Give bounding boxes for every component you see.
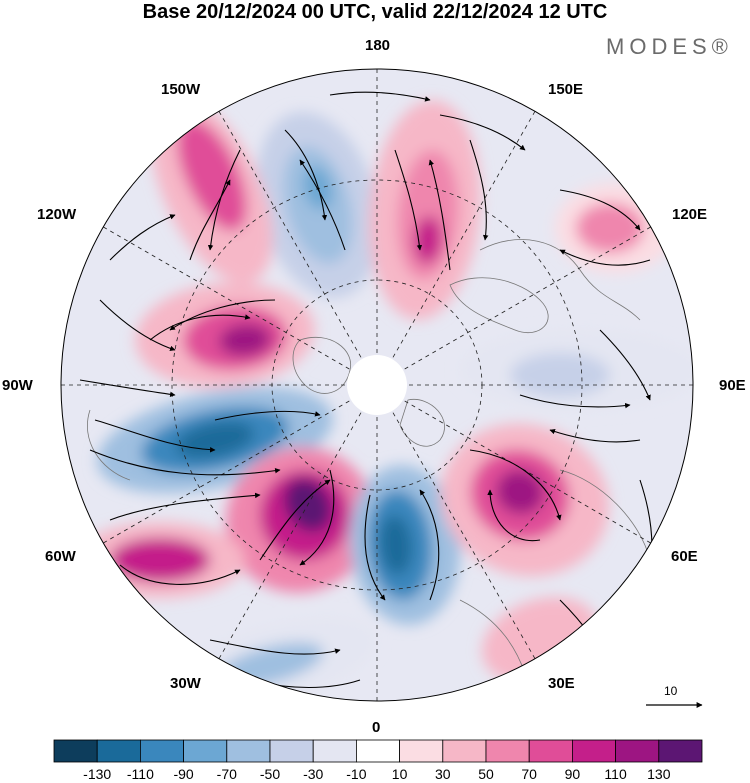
colorbar-bin: [615, 739, 660, 763]
colorbar-bin: [355, 739, 400, 763]
map-disc: [61, 69, 693, 701]
colorbar-bin: [226, 739, 271, 763]
lon-label-0: 0: [372, 719, 381, 736]
colorbar-tick-label: 70: [521, 766, 537, 782]
colorbar-tick-label: -110: [126, 766, 154, 782]
lon-label-30e: 30E: [548, 675, 575, 692]
colorbar-tick-label: -90: [173, 766, 194, 782]
colorbar-bin: [572, 739, 617, 763]
map-boundary: [60, 68, 694, 702]
lon-label-120e: 120E: [672, 206, 708, 223]
colorbar-tick-label: -50: [259, 766, 281, 782]
lon-label-150e: 150E: [548, 81, 584, 98]
colorbar-tick-label: 10: [391, 766, 408, 782]
lon-label-120w: 120W: [37, 206, 77, 223]
lon-label-30w: 30W: [170, 675, 201, 692]
colorbar-bin: [53, 739, 98, 763]
lon-label-60e: 60E: [671, 548, 698, 565]
graticule: [61, 69, 693, 701]
colorbar-bin: [399, 739, 444, 763]
colorbar-tick-label: -30: [303, 766, 324, 782]
map-title: Base 20/12/2024 00 UTC, valid 22/12/2024…: [142, 1, 608, 23]
colorbar-tick-label: -10: [346, 766, 367, 782]
lon-label-150w: 150W: [161, 81, 201, 98]
colorbar-tick-label: -130: [83, 766, 112, 782]
lon-label-180: 180: [365, 37, 391, 54]
colorbar-bin: [658, 739, 703, 763]
colorbar-tick-label: 110: [604, 766, 627, 782]
colorbar-tick-label: 30: [435, 766, 451, 782]
colorbar-bin: [269, 739, 314, 763]
colorbar-tick-label: 130: [647, 766, 671, 782]
lon-label-60w: 60W: [45, 548, 76, 565]
colorbar-tick-label: 50: [478, 766, 494, 782]
colorbar-bin: [528, 739, 573, 763]
vector-scale-label: 10: [664, 684, 678, 698]
colorbar-bin: [442, 739, 487, 763]
pole-gap: [347, 355, 407, 415]
colorbar-bin: [485, 739, 530, 763]
colorbar-tick-label: 90: [564, 766, 581, 782]
lon-label-90w: 90W: [2, 377, 33, 394]
colorbar-tick-label: -70: [216, 766, 237, 782]
lon-label-90e: 90E: [719, 377, 746, 394]
colorbar-bin: [312, 739, 357, 763]
colorbar-bin: [96, 739, 141, 763]
colorbar-bin: [183, 739, 228, 763]
colorbar-bin: [139, 739, 184, 763]
brand-logo: MODES®: [606, 34, 733, 59]
